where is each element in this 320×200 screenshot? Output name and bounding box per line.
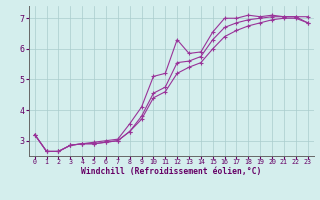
X-axis label: Windchill (Refroidissement éolien,°C): Windchill (Refroidissement éolien,°C) — [81, 167, 261, 176]
